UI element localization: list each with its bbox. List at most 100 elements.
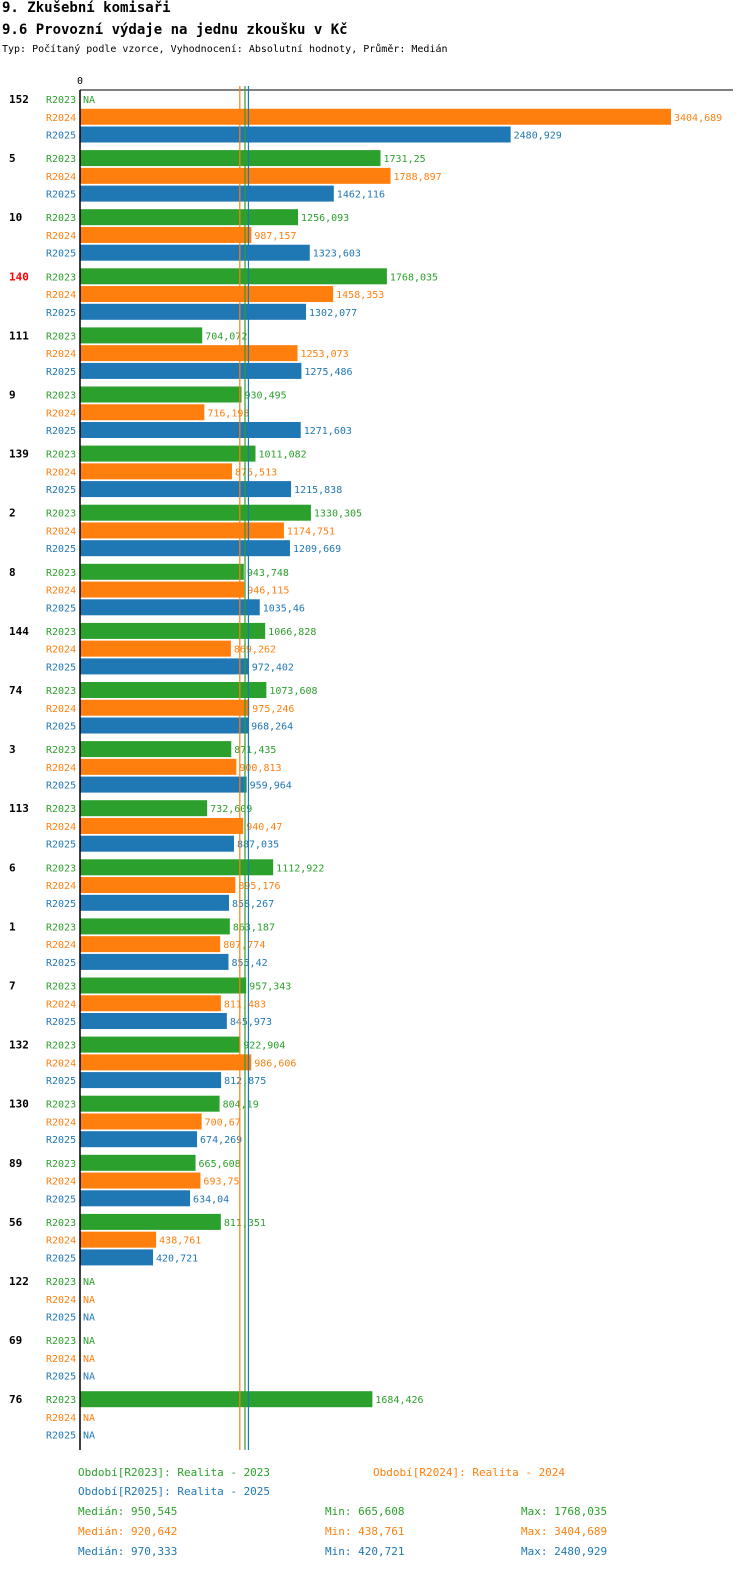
data-label: 732,609	[210, 804, 252, 815]
data-label: NA	[83, 1277, 95, 1288]
bar	[80, 699, 250, 716]
data-label: NA	[83, 95, 95, 106]
series-label: R2024	[46, 231, 76, 242]
data-label: 930,495	[245, 391, 287, 402]
x-axis-zero-label: 0	[77, 76, 83, 87]
bar	[80, 167, 391, 184]
data-label: 1174,751	[287, 526, 335, 537]
max-r2025: Max: 2480,929	[521, 1545, 608, 1558]
bar	[80, 918, 230, 935]
data-label: NA	[83, 1431, 95, 1442]
bar	[80, 1391, 373, 1408]
series-label: R2024	[46, 1354, 76, 1365]
median-r2024: Medián: 920,642	[78, 1525, 178, 1538]
series-label: R2025	[46, 603, 76, 614]
series-label: R2023	[46, 686, 76, 697]
bar	[80, 741, 232, 758]
bar	[80, 303, 307, 320]
series-label: R2024	[46, 645, 76, 656]
max-r2024: Max: 3404,689	[521, 1525, 608, 1538]
series-label: R2023	[46, 1041, 76, 1052]
bar	[80, 835, 234, 852]
data-label: 1035,46	[263, 603, 305, 614]
bar	[80, 244, 310, 261]
data-label: 1112,922	[276, 863, 324, 874]
chart-title: 9.6 Provozní výdaje na jednu zkoušku v K…	[2, 22, 348, 38]
bar	[80, 859, 274, 876]
series-label: R2024	[46, 349, 76, 360]
category-label: 9	[9, 389, 16, 402]
data-label: 922,904	[243, 1041, 285, 1052]
series-label: R2024	[46, 586, 76, 597]
bar-chart: 0 152 R2023 NA R2024 3404,689 R2025 2480,929 5 R2…	[9, 76, 733, 1450]
data-label: 438,761	[159, 1236, 201, 1247]
series-label: R2023	[46, 213, 76, 224]
series-label: R2023	[46, 509, 76, 520]
bar	[80, 1095, 220, 1112]
bar	[80, 622, 266, 639]
median-r2025: Medián: 970,333	[78, 1545, 178, 1558]
bar	[80, 1154, 196, 1171]
data-label: 700,67	[205, 1117, 241, 1128]
series-label: R2024	[46, 1117, 76, 1128]
data-label: 1323,603	[313, 249, 361, 260]
data-label: 665,608	[199, 1159, 241, 1170]
bar	[80, 286, 334, 303]
data-label: 716,198	[207, 408, 249, 419]
category-label: 10	[9, 211, 22, 224]
data-label: 875,513	[235, 467, 277, 478]
category-label: 132	[9, 1039, 29, 1052]
series-label: R2023	[46, 154, 76, 165]
bar	[80, 481, 292, 498]
data-label: 900,813	[239, 763, 281, 774]
min-r2025: Min: 420,721	[325, 1545, 405, 1558]
data-label: NA	[83, 1295, 95, 1306]
data-label: 1458,353	[336, 290, 384, 301]
category-label: 144	[9, 625, 29, 638]
bar	[80, 150, 381, 167]
bar	[80, 327, 203, 344]
data-label: 704,072	[205, 331, 247, 342]
data-label: 1073,608	[269, 686, 317, 697]
category-label: 152	[9, 93, 29, 106]
series-label: R2025	[46, 367, 76, 378]
bar	[80, 226, 252, 243]
bar	[80, 209, 299, 226]
data-label: 1275,486	[304, 367, 352, 378]
data-label: 855,42	[231, 958, 267, 969]
legend-r2025: Období[R2025]: Realita - 2025	[78, 1485, 271, 1498]
data-label: 863,187	[233, 922, 275, 933]
data-label: 1302,077	[309, 308, 357, 319]
bar	[80, 563, 244, 580]
series-label: R2024	[46, 408, 76, 419]
series-label: R2025	[46, 485, 76, 496]
data-label: NA	[83, 1313, 95, 1324]
data-label: 972,402	[252, 662, 294, 673]
category-label: 139	[9, 448, 29, 461]
series-label: R2025	[46, 1313, 76, 1324]
series-label: R2024	[46, 704, 76, 715]
data-label: 1330,305	[314, 509, 362, 520]
bar	[80, 540, 290, 557]
data-label: 1462,116	[337, 190, 385, 201]
bar	[80, 581, 245, 598]
min-r2024: Min: 438,761	[325, 1525, 405, 1538]
bar	[80, 936, 221, 953]
data-label: NA	[83, 1372, 95, 1383]
data-label: 1731,25	[384, 154, 426, 165]
series-label: R2023	[46, 1277, 76, 1288]
series-label: R2023	[46, 1395, 76, 1406]
data-label: 858,267	[232, 899, 274, 910]
series-label: R2025	[46, 131, 76, 142]
min-r2023: Min: 665,608	[325, 1505, 405, 1518]
series-label: R2025	[46, 958, 76, 969]
series-label: R2025	[46, 840, 76, 851]
category-label: 140	[9, 270, 29, 283]
series-label: R2023	[46, 627, 76, 638]
bar	[80, 758, 237, 775]
series-label: R2025	[46, 899, 76, 910]
data-label: 959,964	[250, 781, 292, 792]
series-label: R2023	[46, 568, 76, 579]
series-label: R2025	[46, 1253, 76, 1264]
bar	[80, 386, 242, 403]
